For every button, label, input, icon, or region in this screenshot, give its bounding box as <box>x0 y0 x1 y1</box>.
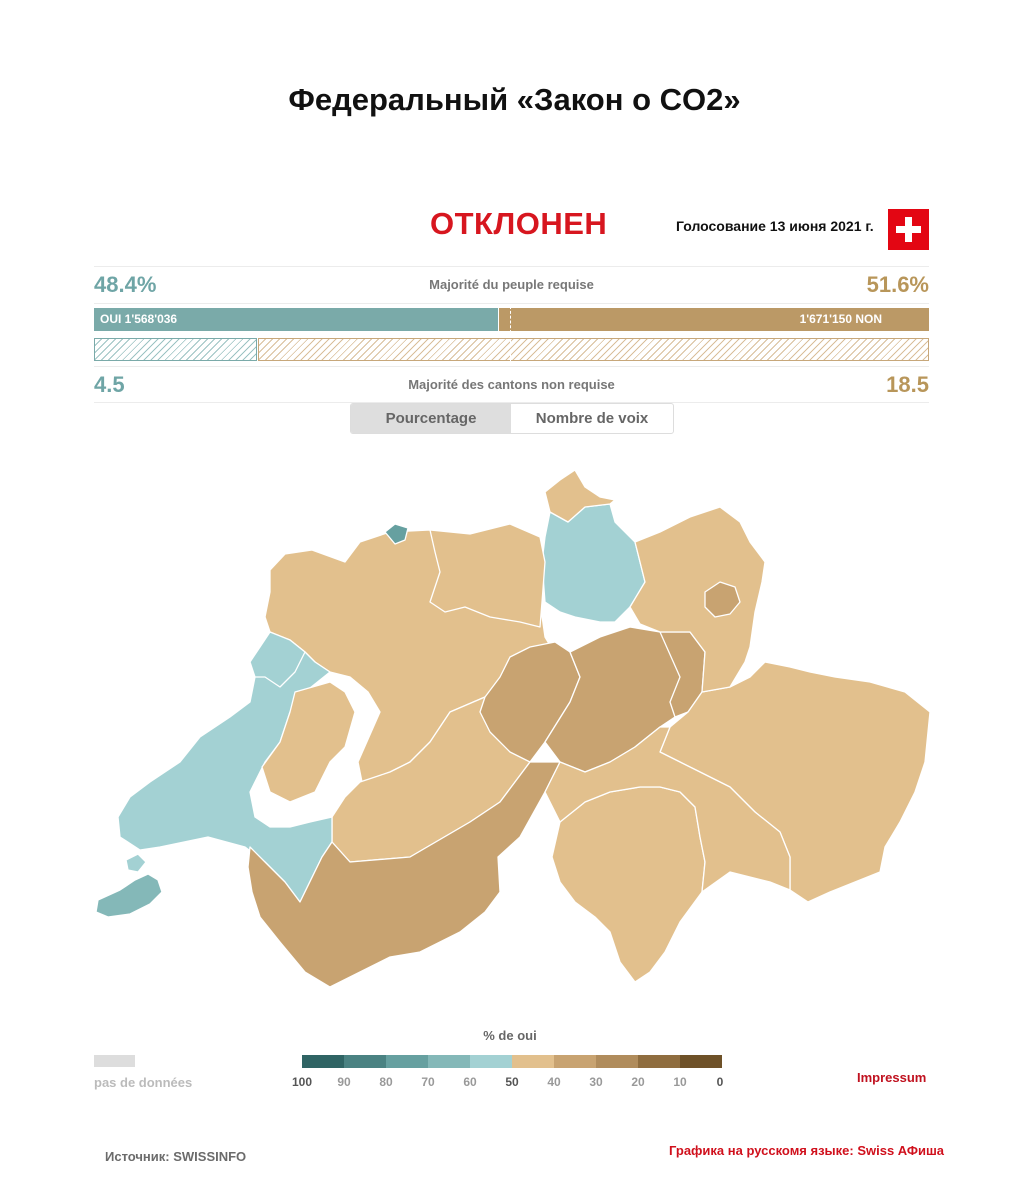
majority-line <box>510 306 511 362</box>
legend-swatch-60-50 <box>470 1055 512 1068</box>
legend-swatch-20-10 <box>638 1055 680 1068</box>
legend-tick: 90 <box>337 1075 351 1089</box>
canton-schaffhausen[interactable] <box>544 469 616 523</box>
legend-swatch-70-60 <box>428 1055 470 1068</box>
legend-swatch-10-0 <box>680 1055 722 1068</box>
people-yes-percent: 48.4% <box>94 272 157 297</box>
canton-valais[interactable] <box>247 761 561 988</box>
legend-tick: 100 <box>291 1075 313 1089</box>
cantons-majority-row: 4.5 Majorité des cantons non requise 18.… <box>94 366 929 403</box>
yes-votes-label: OUI 1'568'036 <box>100 312 178 326</box>
legend-tick: 40 <box>547 1075 561 1089</box>
yes-cantons-bar <box>94 338 257 361</box>
legend-swatch-100-90 <box>302 1055 344 1068</box>
people-no-percent: 51.6% <box>866 272 929 297</box>
legend-tick: 70 <box>421 1075 435 1089</box>
swiss-flag-icon <box>888 209 929 250</box>
legend-swatch-30-20 <box>596 1055 638 1068</box>
vote-result-status: ОТКЛОНЕН <box>430 206 608 241</box>
no-votes-bar <box>499 308 929 331</box>
cantons-majority-label: Majorité des cantons non requise <box>408 377 615 392</box>
people-majority-row: 48.4% Majorité du peuple requise 51.6% <box>94 266 929 304</box>
legend-tick: 80 <box>379 1075 393 1089</box>
no-cantons-bar <box>258 338 929 361</box>
vote-date: Голосование 13 июня 2021 г. <box>676 218 874 234</box>
legend-tick: 60 <box>463 1075 477 1089</box>
legend-tick: 30 <box>589 1075 603 1089</box>
canton-appenzell[interactable] <box>704 581 741 618</box>
yes-votes-bar <box>94 308 498 331</box>
canton-neuchatel[interactable] <box>249 631 306 688</box>
toggle-percentage-button[interactable]: Pourcentage <box>351 404 511 433</box>
view-toggle: Pourcentage Nombre de voix <box>350 403 674 434</box>
canton-uri[interactable] <box>544 726 791 893</box>
canton-zurich[interactable] <box>541 503 646 623</box>
people-majority-label: Majorité du peuple requise <box>429 277 594 292</box>
credit-text: Графика на русскомя языке: Swiss АФиша <box>669 1143 945 1158</box>
no-data-swatch <box>94 1055 135 1067</box>
toggle-votes-button[interactable]: Nombre de voix <box>535 410 649 427</box>
legend-tick: 50 <box>505 1075 519 1089</box>
legend-swatch-80-70 <box>386 1055 428 1068</box>
no-votes-label: 1'671'150 NON <box>799 312 882 326</box>
canton-geneva-enclave[interactable] <box>125 853 147 873</box>
legend-title: % de oui <box>483 1028 537 1043</box>
canton-st-gallen[interactable] <box>629 506 766 693</box>
cantons-no-count: 18.5 <box>886 372 929 397</box>
legend-swatch-40-30 <box>554 1055 596 1068</box>
page-title: Федеральный «Закон о CO2» <box>288 82 741 117</box>
legend-tick: 10 <box>673 1075 687 1089</box>
canton-fribourg[interactable] <box>261 681 356 803</box>
impressum-link[interactable]: Impressum <box>857 1070 927 1085</box>
legend-tick: 0 <box>716 1075 724 1089</box>
canton-geneva[interactable] <box>95 873 163 918</box>
legend-swatch-50-40 <box>512 1055 554 1068</box>
no-data-label: pas de données <box>94 1075 193 1090</box>
canton-basel-city[interactable] <box>384 523 409 545</box>
source-text: Источник: SWISSINFO <box>105 1149 247 1164</box>
legend-tick: 20 <box>631 1075 645 1089</box>
canton-ticino[interactable] <box>551 786 706 983</box>
legend-swatch-90-80 <box>344 1055 386 1068</box>
switzerland-canton-map <box>95 469 931 988</box>
cantons-yes-count: 4.5 <box>94 372 125 397</box>
canton-aargau[interactable] <box>429 523 546 628</box>
